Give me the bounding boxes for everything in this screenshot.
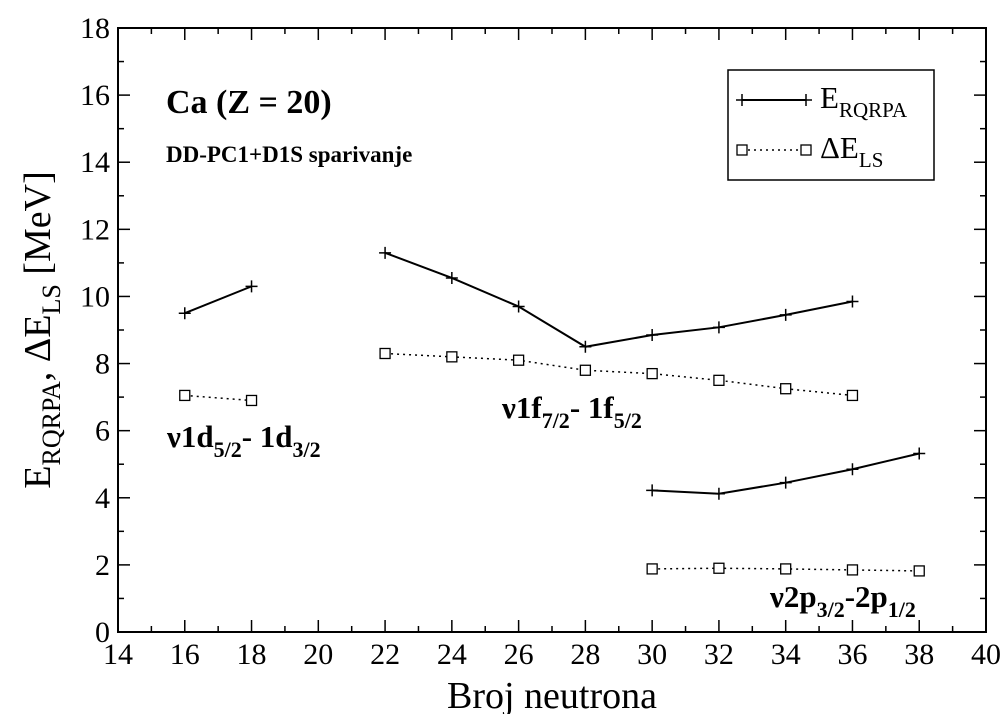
legend-item-erqrpa: ERQRPA bbox=[736, 80, 908, 122]
point-square-marker bbox=[646, 563, 658, 575]
series-line-dels bbox=[385, 352, 853, 397]
point-plus-marker bbox=[779, 308, 792, 321]
x-tick-label: 24 bbox=[437, 638, 467, 671]
series-line-erqrpa bbox=[384, 251, 853, 348]
point-square-marker bbox=[179, 389, 191, 402]
point-square-marker bbox=[913, 565, 925, 577]
legend-label-dels: ΔELS bbox=[820, 130, 883, 172]
x-tick-label: 40 bbox=[971, 638, 1001, 671]
point-square-marker bbox=[579, 364, 592, 376]
point-plus-marker bbox=[512, 300, 525, 313]
y-tick-label: 4 bbox=[95, 482, 110, 515]
legend-square-marker bbox=[736, 144, 748, 156]
tick-labels: 14 16 18 20 22 24 26 28 30 32 34 36 38 40024681012141… bbox=[80, 12, 1001, 671]
point-square-marker bbox=[446, 351, 458, 363]
point-plus-marker bbox=[178, 307, 191, 320]
y-tick-label: 12 bbox=[80, 213, 110, 246]
y-tick-label: 2 bbox=[95, 549, 110, 582]
x-tick-label: 30 bbox=[637, 638, 667, 671]
chart-title: Ca (Z = 20) bbox=[166, 84, 332, 121]
annotation-1d: ν1d5/2- 1d3/2 bbox=[166, 419, 321, 462]
y-tick-label: 10 bbox=[80, 280, 110, 313]
point-plus-marker bbox=[913, 447, 926, 460]
legend-item-dels: ΔELS bbox=[736, 130, 883, 172]
x-tick-label: 26 bbox=[504, 638, 534, 671]
series-dels bbox=[379, 347, 859, 402]
series-dels bbox=[646, 562, 925, 577]
x-tick-label: 32 bbox=[704, 638, 734, 671]
point-square-marker bbox=[512, 354, 525, 366]
legend-label-erqrpa: ERQRPA bbox=[820, 80, 908, 122]
annotation-2p: ν2p3/2-2p1/2 bbox=[769, 579, 916, 622]
point-plus-marker bbox=[379, 246, 392, 259]
series-line-dels bbox=[184, 394, 252, 402]
point-plus-marker bbox=[245, 280, 258, 293]
y-tick-label: 0 bbox=[95, 616, 110, 649]
point-square-marker bbox=[846, 389, 859, 402]
point-plus-marker bbox=[712, 487, 725, 500]
point-square-marker bbox=[379, 347, 391, 360]
point-square-marker bbox=[780, 383, 792, 395]
legend: ERQRPA ΔELS bbox=[727, 69, 935, 181]
legend-box bbox=[727, 69, 935, 181]
plot-frame bbox=[117, 27, 987, 633]
x-tick-label: 36 bbox=[837, 638, 867, 671]
point-plus-marker bbox=[846, 295, 859, 308]
point-square-marker bbox=[780, 563, 792, 575]
series-line-erqrpa bbox=[184, 285, 252, 315]
point-square-marker bbox=[245, 394, 258, 407]
x-tick-label: 18 bbox=[237, 638, 267, 671]
series-erqrpa bbox=[178, 280, 258, 320]
y-tick-label: 16 bbox=[80, 79, 110, 112]
x-tick-label: 34 bbox=[771, 638, 801, 671]
x-tick-label: 28 bbox=[570, 638, 600, 671]
y-tick-label: 18 bbox=[80, 12, 110, 45]
point-plus-marker bbox=[445, 271, 458, 284]
chart-subtitle: DD-PC1+D1S sparivanje bbox=[166, 142, 412, 167]
series-erqrpa bbox=[379, 246, 859, 353]
series-dels bbox=[179, 389, 258, 407]
y-tick-label: 8 bbox=[95, 348, 110, 381]
legend-square-marker bbox=[800, 144, 812, 156]
y-tick-label: 14 bbox=[80, 146, 110, 179]
x-tick-label: 38 bbox=[904, 638, 934, 671]
series-erqrpa bbox=[646, 447, 926, 500]
legend-plus-marker bbox=[736, 94, 812, 106]
x-tick-label: 14 bbox=[103, 638, 133, 671]
point-plus-marker bbox=[846, 463, 859, 476]
point-square-marker bbox=[713, 374, 725, 386]
point-plus-marker bbox=[646, 329, 659, 342]
x-tick-label: 16 bbox=[170, 638, 200, 671]
x-axis-label: Broj neutrona bbox=[447, 675, 657, 714]
y-axis-label: ERQRPA, ΔELS [MeV] bbox=[17, 171, 66, 488]
point-plus-marker bbox=[712, 321, 725, 334]
x-tick-label: 22 bbox=[370, 638, 400, 671]
series-layer bbox=[178, 246, 926, 577]
point-plus-marker bbox=[579, 340, 592, 353]
point-plus-marker bbox=[646, 484, 659, 497]
point-square-marker bbox=[646, 367, 658, 380]
point-square-marker bbox=[846, 564, 859, 576]
point-plus-marker bbox=[779, 476, 792, 489]
annotation-1f: ν1f7/2- 1f5/2 bbox=[501, 390, 642, 433]
y-tick-label: 6 bbox=[95, 415, 110, 448]
x-tick-label: 20 bbox=[303, 638, 333, 671]
point-square-marker bbox=[713, 562, 725, 574]
